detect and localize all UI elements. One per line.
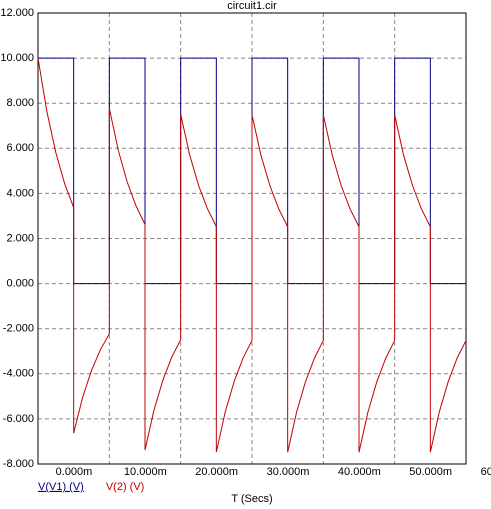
x-axis-label: T (Secs)	[231, 493, 272, 505]
y-tick-label: 12.000	[0, 7, 34, 19]
y-tick-label: -6.000	[3, 413, 34, 425]
y-tick-label: 10.000	[0, 52, 34, 64]
legend-label: V(2) (V)	[106, 481, 145, 493]
legend-label: V(V1) (V)	[38, 481, 84, 493]
y-tick-label: -8.000	[3, 458, 34, 470]
y-tick-label: -4.000	[3, 368, 34, 380]
y-tick-label: -2.000	[3, 323, 34, 335]
x-tick-label: 60.000m	[481, 466, 491, 478]
y-tick-label: 4.000	[6, 187, 34, 199]
y-tick-label: 2.000	[6, 232, 34, 244]
chart-title: circuit1.cir	[227, 0, 277, 12]
y-tick-label: 8.000	[6, 97, 34, 109]
x-tick-label: 10.000m	[124, 466, 167, 478]
y-tick-label: 0.000	[6, 278, 34, 290]
y-tick-label: 6.000	[6, 142, 34, 154]
x-tick-label: 50.000m	[409, 466, 452, 478]
x-tick-label: 40.000m	[338, 466, 381, 478]
x-tick-label: 20.000m	[195, 466, 238, 478]
series-line	[37, 58, 467, 453]
plot-frame	[37, 12, 467, 465]
x-tick-label: 30.000m	[267, 466, 310, 478]
x-tick-label: 0.000m	[56, 466, 93, 478]
